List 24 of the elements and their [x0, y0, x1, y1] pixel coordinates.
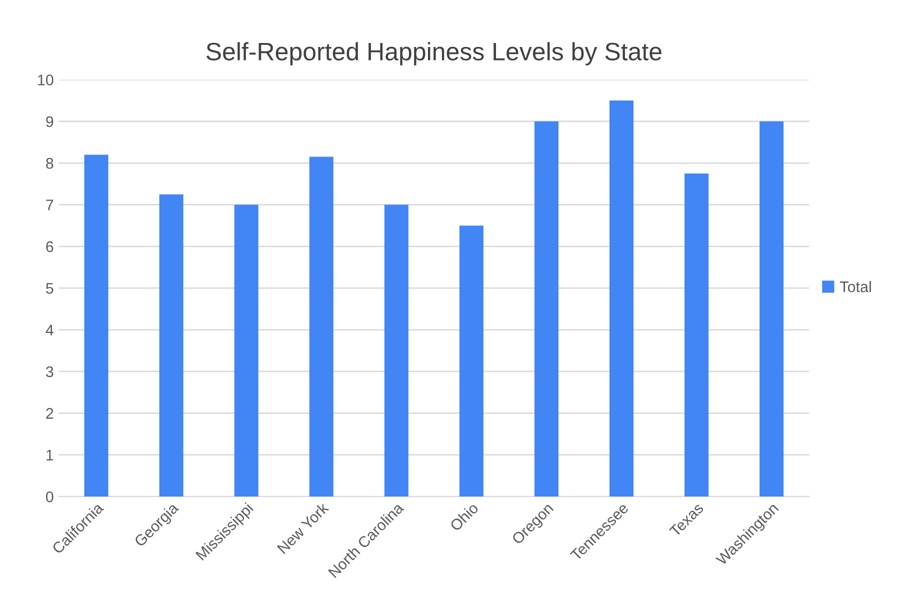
bar: [84, 154, 108, 497]
bar: [609, 100, 634, 497]
y-tick-label: 4: [46, 324, 54, 336]
y-tick-label: 10: [38, 74, 54, 86]
bar: [309, 156, 334, 497]
x-tick-label: Ohio: [449, 502, 479, 532]
bar: [159, 194, 184, 497]
bar: [760, 121, 784, 497]
bar: [459, 226, 484, 497]
chart-title: Self-Reported Happiness Levels by State: [206, 42, 662, 66]
y-tick-label: 1: [46, 450, 54, 460]
y-tick-label: 7: [46, 200, 54, 210]
y-tick-label: 9: [46, 116, 54, 128]
bar: [534, 121, 558, 497]
legend-label: Total: [840, 280, 871, 292]
y-tick-label: 5: [46, 283, 54, 294]
y-tick-label: 8: [46, 158, 54, 169]
bar: [234, 204, 258, 497]
y-tick-label: 2: [46, 408, 54, 419]
y-tick-label: 3: [46, 366, 54, 378]
bar: [684, 173, 709, 497]
y-tick-label: 0: [46, 491, 54, 502]
bar: [384, 204, 408, 497]
y-tick-label: 6: [46, 241, 54, 252]
